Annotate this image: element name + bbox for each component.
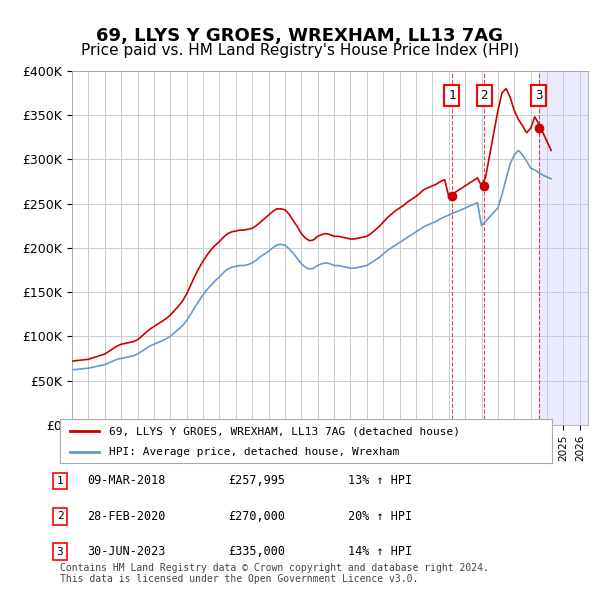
Text: 3: 3: [535, 89, 542, 102]
Text: 20% ↑ HPI: 20% ↑ HPI: [348, 510, 412, 523]
Bar: [539, 71, 588, 425]
Text: This data is licensed under the Open Government Licence v3.0.: This data is licensed under the Open Gov…: [60, 574, 418, 584]
Text: 69, LLYS Y GROES, WREXHAM, LL13 7AG (detached house): 69, LLYS Y GROES, WREXHAM, LL13 7AG (det…: [109, 427, 460, 436]
Text: Price paid vs. HM Land Registry's House Price Index (HPI): Price paid vs. HM Land Registry's House …: [81, 43, 519, 58]
Text: £335,000: £335,000: [228, 545, 285, 558]
Text: Contains HM Land Registry data © Crown copyright and database right 2024.: Contains HM Land Registry data © Crown c…: [60, 563, 489, 573]
Text: 2: 2: [56, 512, 64, 521]
Text: 13% ↑ HPI: 13% ↑ HPI: [348, 474, 412, 487]
Text: 30-JUN-2023: 30-JUN-2023: [87, 545, 166, 558]
Text: 2: 2: [481, 89, 488, 102]
Text: 1: 1: [448, 89, 455, 102]
Text: 14% ↑ HPI: 14% ↑ HPI: [348, 545, 412, 558]
Text: 09-MAR-2018: 09-MAR-2018: [87, 474, 166, 487]
Text: 3: 3: [56, 547, 64, 556]
Text: 28-FEB-2020: 28-FEB-2020: [87, 510, 166, 523]
Text: HPI: Average price, detached house, Wrexham: HPI: Average price, detached house, Wrex…: [109, 447, 400, 457]
Text: £270,000: £270,000: [228, 510, 285, 523]
Text: £257,995: £257,995: [228, 474, 285, 487]
Text: 69, LLYS Y GROES, WREXHAM, LL13 7AG: 69, LLYS Y GROES, WREXHAM, LL13 7AG: [97, 27, 503, 45]
Text: 1: 1: [56, 476, 64, 486]
